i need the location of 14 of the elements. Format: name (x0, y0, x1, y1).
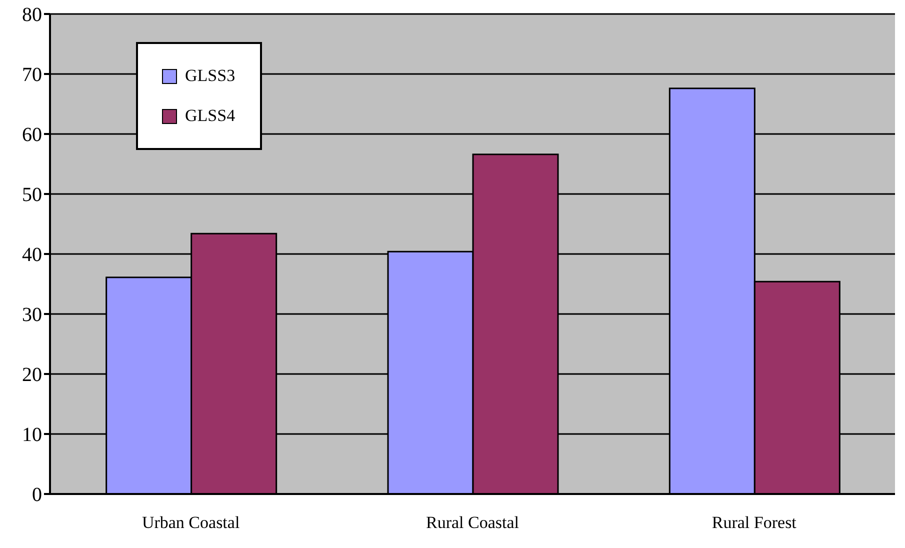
y-tick-label: 80 (22, 4, 42, 26)
y-tick-label: 30 (22, 304, 42, 326)
y-tick-label: 10 (22, 424, 42, 446)
y-tick-label: 0 (32, 484, 42, 506)
y-tick-label: 20 (22, 364, 42, 386)
x-tick-label: Rural Forest (712, 513, 797, 532)
legend-label: GLSS4 (185, 106, 236, 126)
x-tick-label: Urban Coastal (142, 513, 240, 532)
x-tick-label: Rural Coastal (426, 513, 520, 532)
y-tick-label: 50 (22, 184, 42, 206)
y-tick-label: 60 (22, 124, 42, 146)
y-tick-label: 40 (22, 244, 42, 266)
y-tick-label: 70 (22, 64, 42, 86)
legend-label: GLSS3 (185, 66, 236, 86)
